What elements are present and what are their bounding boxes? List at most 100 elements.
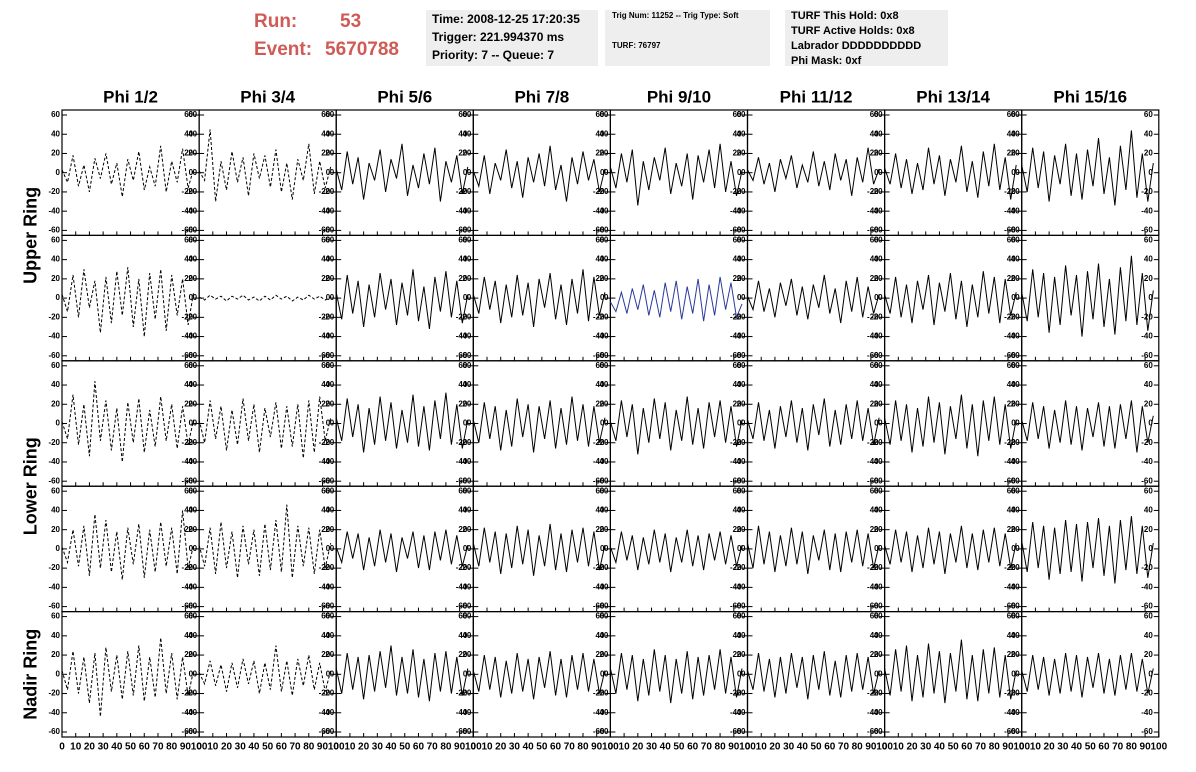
y-tick-label: 0 (467, 293, 472, 302)
x-tick-label: 80 (440, 742, 452, 753)
y-tick-label: -60 (323, 602, 335, 611)
y-tick-label: -20 (597, 438, 609, 447)
y-tick-label: 60 (599, 110, 608, 119)
y-tick-label: -20 (593, 312, 605, 321)
x-tick-label: 60 (1098, 742, 1110, 753)
y-tick-label: 60 (737, 110, 746, 119)
y-tick-label: -40 (593, 457, 605, 466)
y-tick-label: 40 (51, 380, 60, 389)
y-tick-label: 60 (458, 612, 467, 621)
column-title: Phi 1/2 (103, 87, 158, 106)
waveform (884, 271, 1017, 327)
x-tick-label: 0 (745, 742, 751, 753)
y-tick-label: -20 (460, 312, 472, 321)
waveform (61, 381, 195, 463)
y-tick-label: 60 (595, 486, 604, 495)
y-tick-label: 40 (870, 380, 879, 389)
y-tick-label: 60 (870, 612, 879, 621)
x-tick-label: 40 (248, 742, 260, 753)
panel-frame (61, 234, 200, 362)
y-tick-label: 40 (321, 255, 330, 264)
waveform (472, 523, 606, 576)
x-tick-label: 90 (317, 742, 329, 753)
x-tick-label: 60 (824, 742, 836, 753)
y-tick-label: -40 (1141, 582, 1153, 591)
y-tick-label: 40 (188, 380, 197, 389)
y-tick-label: 40 (599, 129, 608, 138)
y-tick-label: 20 (1144, 274, 1153, 283)
y-tick-label: -60 (319, 602, 331, 611)
x-tick-label: 20 (358, 742, 370, 753)
x-tick-label: 70 (701, 742, 713, 753)
info-line: Phi Mask: 0xf (791, 55, 862, 67)
y-tick-label: 60 (1007, 486, 1016, 495)
waveform (884, 525, 1017, 574)
y-tick-label: 0 (600, 544, 605, 553)
y-tick-label: 60 (321, 361, 330, 370)
y-tick-label: -20 (48, 187, 60, 196)
y-tick-label: 40 (595, 631, 604, 640)
y-tick-label: 40 (1011, 631, 1020, 640)
x-tick-label: 40 (934, 742, 946, 753)
y-tick-label: 60 (188, 110, 197, 119)
y-tick-label: 20 (737, 525, 746, 534)
y-tick-label: 20 (51, 650, 60, 659)
y-tick-label: -60 (460, 226, 472, 235)
y-tick-label: 0 (874, 544, 879, 553)
y-tick-label: 0 (874, 168, 879, 177)
y-tick-label: 40 (737, 506, 746, 515)
y-tick-label: 40 (184, 255, 193, 264)
y-tick-label: 0 (189, 419, 194, 428)
y-tick-label: 40 (870, 129, 879, 138)
y-tick-label: 40 (458, 129, 467, 138)
y-tick-label: 20 (595, 399, 604, 408)
x-tick-label: 90 (865, 742, 877, 753)
y-tick-label: 20 (1007, 274, 1016, 283)
y-tick-label: 0 (878, 293, 883, 302)
y-tick-label: 0 (878, 168, 883, 177)
y-tick-label: 60 (51, 236, 60, 245)
x-tick-label: 10 (70, 742, 82, 753)
y-tick-label: 20 (1007, 650, 1016, 659)
y-tick-label: -60 (1008, 351, 1020, 360)
y-tick-label: 0 (604, 544, 609, 553)
y-tick-label: 0 (326, 544, 331, 553)
y-tick-label: -40 (48, 582, 60, 591)
waveform (472, 269, 606, 327)
y-tick-label: -20 (323, 312, 335, 321)
x-tick-label: 30 (646, 742, 658, 753)
y-tick-label: 20 (733, 399, 742, 408)
y-tick-label: 20 (188, 399, 197, 408)
y-tick-label: 40 (321, 129, 330, 138)
x-tick-label: 60 (413, 742, 425, 753)
y-tick-label: 40 (51, 129, 60, 138)
y-tick-label: 20 (874, 650, 883, 659)
y-tick-label: -40 (593, 206, 605, 215)
y-tick-label: 60 (325, 361, 334, 370)
y-tick-label: 20 (188, 274, 197, 283)
y-tick-label: -20 (48, 312, 60, 321)
y-tick-label: 40 (1007, 255, 1016, 264)
x-tick-label: 100 (602, 742, 619, 753)
y-tick-label: -20 (597, 187, 609, 196)
y-tick-label: 20 (1011, 650, 1020, 659)
y-tick-label: -60 (867, 226, 879, 235)
y-tick-label: -40 (186, 582, 198, 591)
x-tick-label: 0 (59, 742, 65, 753)
y-tick-label: 20 (462, 650, 471, 659)
y-tick-label: 20 (325, 274, 334, 283)
y-tick-label: -40 (1141, 457, 1153, 466)
y-tick-label: 0 (330, 293, 335, 302)
waveform (335, 143, 469, 202)
x-tick-label: 40 (1071, 742, 1083, 753)
waveform (747, 398, 880, 451)
y-tick-label: -60 (867, 602, 879, 611)
y-tick-label: 40 (1007, 631, 1016, 640)
y-tick-label: -20 (319, 187, 331, 196)
y-tick-label: -20 (186, 689, 198, 698)
y-tick-label: 40 (462, 129, 471, 138)
y-tick-label: -20 (48, 438, 60, 447)
y-tick-label: -40 (730, 457, 742, 466)
y-tick-label: -40 (319, 582, 331, 591)
y-tick-label: 40 (874, 506, 883, 515)
